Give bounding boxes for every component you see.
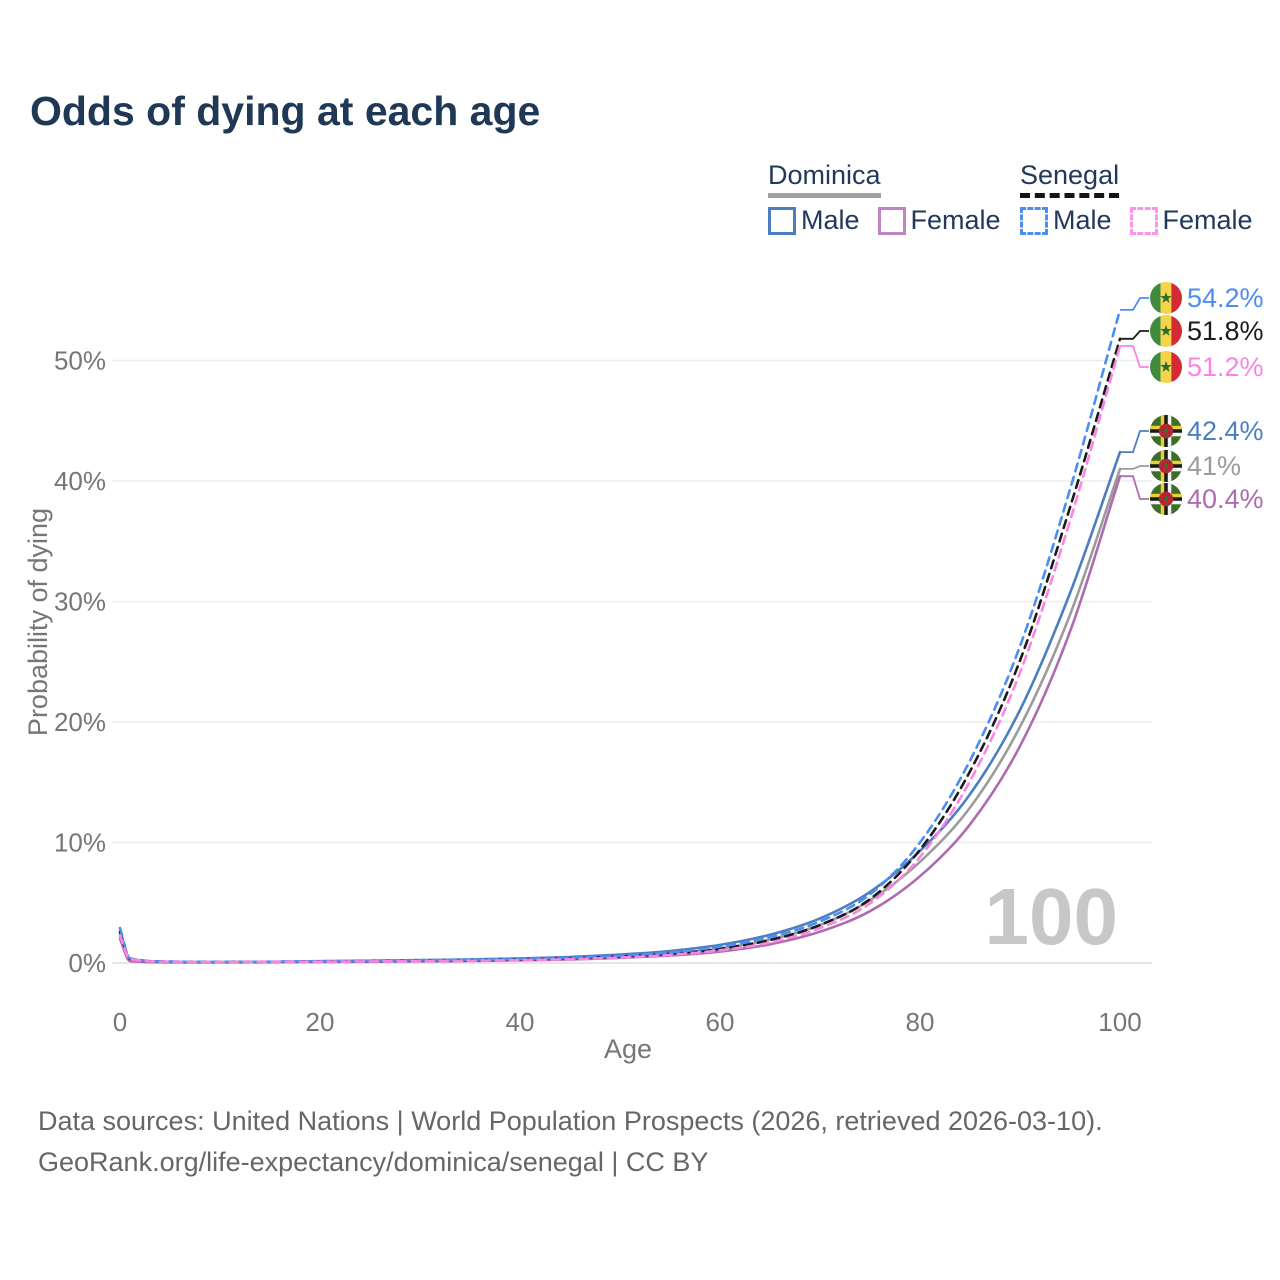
end-label-connector: [1120, 475, 1149, 500]
legend-item-senegal-female[interactable]: Female: [1129, 205, 1253, 236]
senegal-flag-icon: [1150, 282, 1182, 314]
end-label-dominica-male: 42.4%: [1187, 416, 1264, 446]
y-tick-label: 30%: [54, 587, 106, 617]
y-axis-title: Probability of dying: [23, 508, 53, 736]
dominica-flag-icon: [1150, 415, 1182, 447]
line-swatch-icon: [1129, 206, 1158, 235]
end-label-senegal-female: 51.2%: [1187, 352, 1264, 382]
y-tick-label: 0%: [68, 948, 106, 978]
legend-item-label: Female: [910, 205, 1001, 235]
x-tick-label: 40: [506, 1007, 535, 1037]
legend-item-label: Male: [801, 205, 860, 235]
end-label-senegal-male: 54.2%: [1187, 283, 1264, 313]
series-line-senegal-male[interactable]: [118, 308, 1122, 964]
x-tick-label: 100: [1098, 1007, 1141, 1037]
x-tick-label: 60: [706, 1007, 735, 1037]
end-label-dominica-female: 40.4%: [1187, 484, 1264, 514]
watermark-age-label: 100: [985, 872, 1118, 961]
page-title: Odds of dying at each age: [30, 88, 541, 134]
line-swatch-icon: [1020, 206, 1048, 235]
series-line-senegal-both[interactable]: [118, 337, 1122, 964]
end-label-connector: [1120, 330, 1149, 340]
end-label-senegal-both: 51.8%: [1187, 316, 1264, 346]
dominica-flag-icon: [1150, 483, 1182, 515]
x-tick-label: 20: [306, 1007, 335, 1037]
legend-country-label[interactable]: Dominica: [768, 160, 881, 198]
legend-item-dominica-male[interactable]: Male: [768, 205, 860, 236]
end-label-connector: [1120, 465, 1149, 470]
y-tick-label: 10%: [54, 828, 106, 858]
end-label-connector: [1120, 430, 1149, 454]
legend-item-label: Male: [1053, 205, 1112, 235]
legend-items-row: Male Female: [768, 205, 1001, 236]
senegal-flag-icon: [1150, 315, 1182, 347]
y-tick-label: 20%: [54, 707, 106, 737]
x-tick-label: 80: [906, 1007, 935, 1037]
y-tick-label: 40%: [54, 466, 106, 496]
end-label-connector: [1120, 345, 1149, 368]
legend-item-senegal-male[interactable]: Male: [1020, 205, 1112, 236]
footer-source-line: Data sources: United Nations | World Pop…: [38, 1106, 1103, 1136]
x-tick-label: 0: [113, 1007, 127, 1037]
end-label-dominica-both: 41%: [1187, 451, 1241, 481]
line-swatch-icon: [768, 206, 796, 235]
y-tick-label: 50%: [54, 346, 106, 376]
legend-item-dominica-female[interactable]: Female: [877, 205, 1001, 236]
series-line-senegal-female[interactable]: [118, 344, 1122, 964]
line-swatch-icon: [877, 206, 906, 235]
x-axis-title: Age: [604, 1034, 652, 1064]
legend-group-senegal: Senegal Male Female: [1020, 160, 1253, 236]
footer-url-line: GeoRank.org/life-expectancy/dominica/sen…: [38, 1147, 709, 1177]
legend-items-row: Male Female: [1020, 205, 1253, 236]
series-line-dominica-female[interactable]: [118, 474, 1122, 964]
senegal-flag-icon: [1150, 351, 1182, 383]
series-line-dominica-both[interactable]: [118, 467, 1122, 964]
end-label-connector: [1120, 297, 1149, 311]
legend-country-label[interactable]: Senegal: [1020, 160, 1120, 198]
legend: Dominica Male Female Senegal Male Female: [0, 0, 1280, 250]
series-line-dominica-male[interactable]: [118, 450, 1122, 964]
dominica-flag-icon: [1150, 450, 1182, 482]
legend-group-dominica: Dominica Male Female: [768, 160, 1001, 236]
legend-item-label: Female: [1162, 205, 1253, 235]
